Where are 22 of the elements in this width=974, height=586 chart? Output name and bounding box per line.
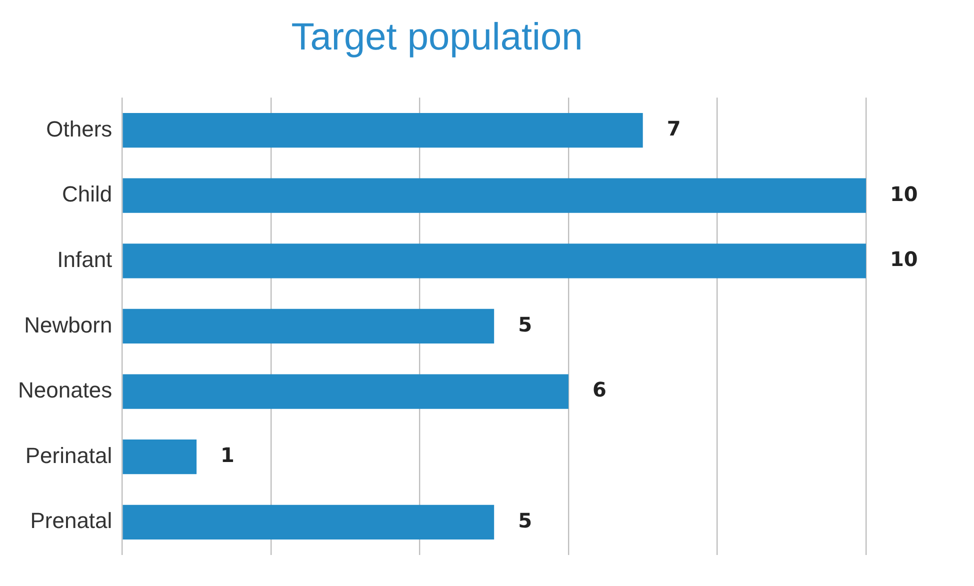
bar xyxy=(122,112,643,148)
data-label: 10 xyxy=(890,182,918,206)
y-tick-label: Neonates xyxy=(18,378,112,403)
y-tick-label: Others xyxy=(46,116,112,142)
bar xyxy=(122,308,494,344)
chart-title: Target population xyxy=(291,16,583,58)
data-label: 6 xyxy=(592,378,606,402)
bar xyxy=(122,178,866,213)
data-label: 10 xyxy=(890,247,918,272)
bar xyxy=(122,504,494,540)
data-label: 7 xyxy=(666,116,681,140)
y-tick-label: Child xyxy=(62,182,112,207)
data-label: 5 xyxy=(518,312,532,336)
bar xyxy=(122,440,197,474)
data-label: 1 xyxy=(220,443,234,468)
y-tick-label: Newborn xyxy=(24,312,112,338)
y-tick-label: Prenatal xyxy=(30,508,112,534)
bar xyxy=(122,244,866,278)
data-label: 5 xyxy=(518,508,532,532)
bar xyxy=(122,374,568,409)
y-tick-label: Infant xyxy=(57,246,112,272)
y-tick-label: Perinatal xyxy=(25,442,112,468)
